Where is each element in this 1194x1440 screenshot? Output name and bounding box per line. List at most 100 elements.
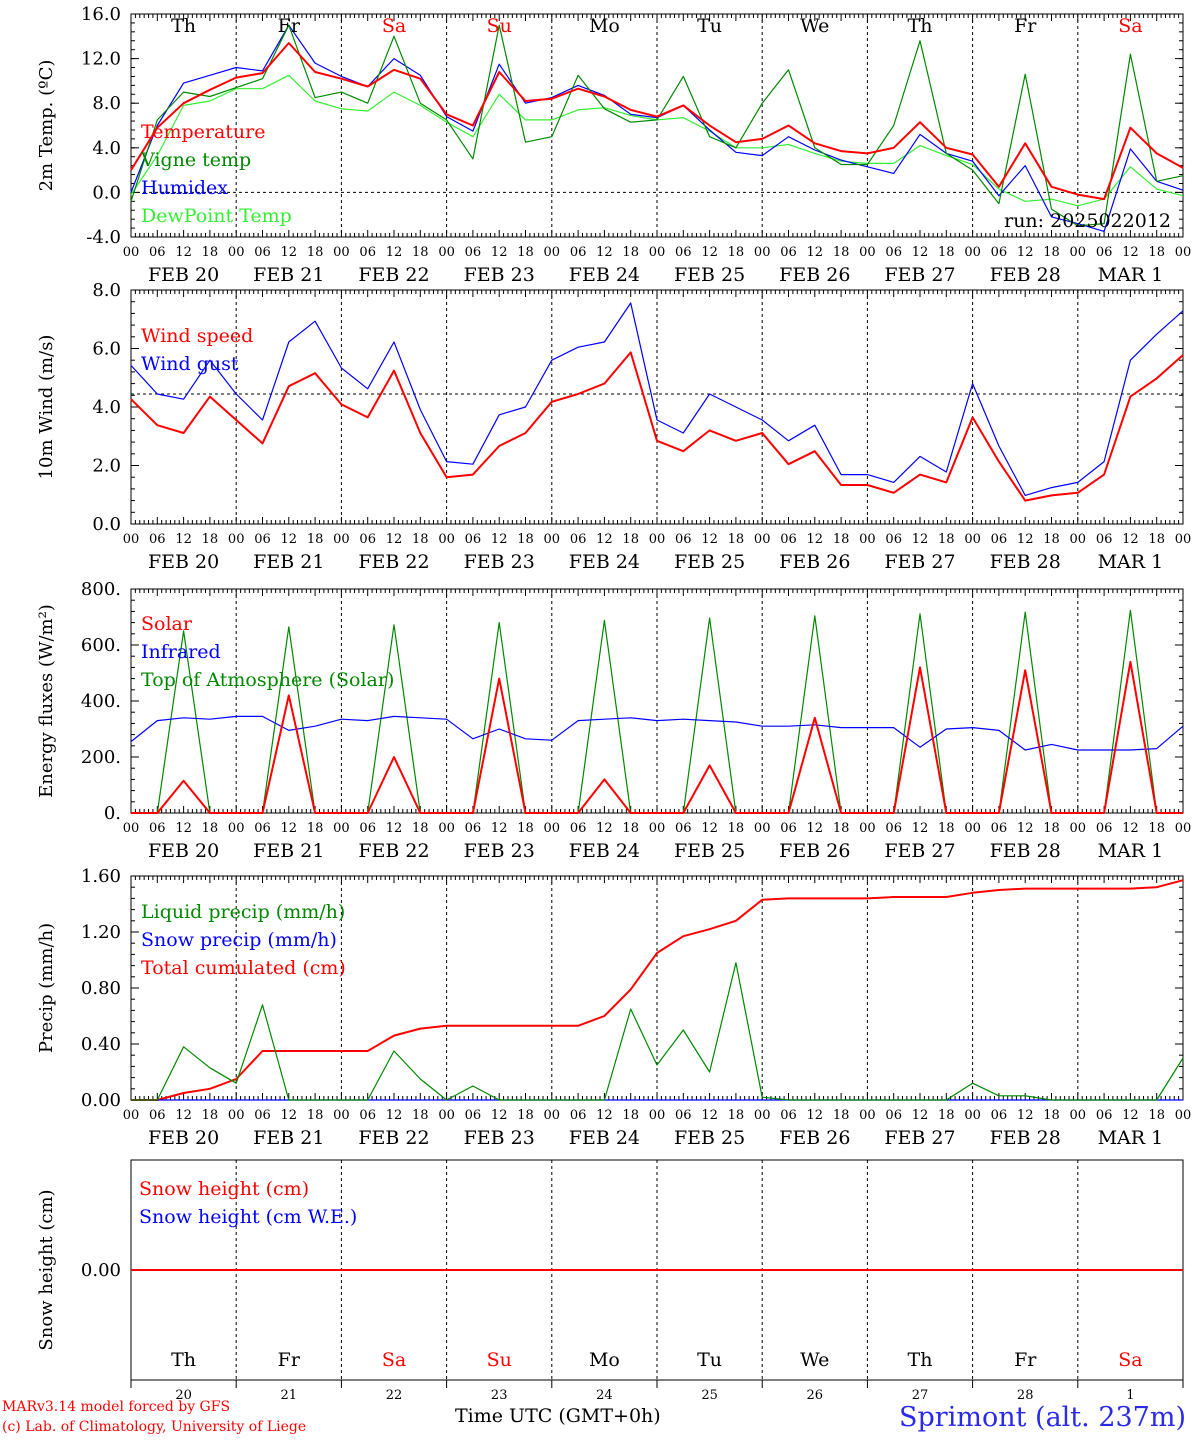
legend-entry: Solar <box>141 613 193 635</box>
x-tick-label: 18 <box>412 532 429 547</box>
x-tick-label: 06 <box>991 821 1008 836</box>
x-tick-label: 06 <box>465 1108 482 1123</box>
date-label: FEB 23 <box>464 551 535 573</box>
day-label: Sa <box>382 1349 406 1371</box>
date-label: FEB 21 <box>253 551 324 573</box>
x-tick-label: 00 <box>649 821 666 836</box>
x-tick-label: 00 <box>1175 1108 1192 1123</box>
y-tick-label: 2.0 <box>92 456 121 477</box>
date-label: FEB 26 <box>779 551 850 573</box>
x-tick-label: 00 <box>964 821 981 836</box>
date-label: FEB 25 <box>674 551 745 573</box>
x-tick-label: 06 <box>885 245 902 260</box>
legend-entry: DewPoint Temp <box>141 205 292 227</box>
x-tick-label: 18 <box>307 821 324 836</box>
x-tick-label: 12 <box>701 821 718 836</box>
x-tick-label: 00 <box>544 532 561 547</box>
x-tick-label: 18 <box>202 821 219 836</box>
y-tick-label: -4.0 <box>86 227 121 248</box>
date-label: FEB 24 <box>569 1127 640 1149</box>
date-label: FEB 27 <box>884 264 955 286</box>
y-tick-label: 4.0 <box>92 397 121 418</box>
date-label: FEB 20 <box>148 840 219 862</box>
x-tick-label: 12 <box>701 1108 718 1123</box>
x-tick-label: 06 <box>570 821 587 836</box>
date-label: FEB 28 <box>990 264 1061 286</box>
x-tick-label: 06 <box>359 245 376 260</box>
date-label: 1 <box>1126 1388 1134 1403</box>
x-tick-label: 12 <box>491 1108 508 1123</box>
date-label: FEB 20 <box>148 551 219 573</box>
y-tick-label: 16.0 <box>81 4 121 25</box>
date-label: 20 <box>175 1388 192 1403</box>
legend-entry: Infrared <box>141 641 221 663</box>
date-label: FEB 26 <box>779 1127 850 1149</box>
x-tick-label: 12 <box>386 821 403 836</box>
y-tick-label: 6.0 <box>92 339 121 360</box>
x-tick-label: 06 <box>1096 1108 1113 1123</box>
x-tick-label: 00 <box>859 821 876 836</box>
x-tick-label: 06 <box>1096 821 1113 836</box>
x-tick-label: 06 <box>1096 245 1113 260</box>
legend-entry: Total cumulated (cm) <box>141 957 346 979</box>
x-tick-label: 18 <box>833 245 850 260</box>
lab-credit-line: (c) Lab. of Climatology, University of L… <box>2 1419 307 1435</box>
date-label: FEB 25 <box>674 264 745 286</box>
y-tick-label: 800. <box>81 579 121 600</box>
date-label: MAR 1 <box>1098 551 1164 573</box>
x-tick-label: 00 <box>544 245 561 260</box>
date-label: FEB 25 <box>674 840 745 862</box>
x-tick-label: 12 <box>1017 821 1034 836</box>
y-axis-title: Energy fluxes (W/m²) <box>36 604 57 798</box>
x-tick-label: 18 <box>202 1108 219 1123</box>
series-line-liquid-precip-mm-h- <box>131 962 1184 1101</box>
x-tick-label: 00 <box>1070 532 1087 547</box>
legend-entry: Humidex <box>141 177 228 199</box>
panel-frame <box>130 588 1184 814</box>
x-tick-label: 18 <box>202 532 219 547</box>
panel-2 <box>130 289 1184 525</box>
x-tick-label: 00 <box>544 821 561 836</box>
x-tick-label: 00 <box>333 821 350 836</box>
day-label: Sa <box>382 15 406 37</box>
date-label: FEB 21 <box>253 264 324 286</box>
date-label: FEB 26 <box>779 264 850 286</box>
date-label: FEB 25 <box>674 1127 745 1149</box>
legend-entry: Liquid precip (mm/h) <box>141 901 345 923</box>
date-label: FEB 24 <box>569 264 640 286</box>
x-tick-label: 06 <box>885 1108 902 1123</box>
date-label: FEB 24 <box>569 840 640 862</box>
x-tick-label: 18 <box>517 245 534 260</box>
date-label: 26 <box>807 1388 824 1403</box>
series-line-solar <box>131 660 1183 814</box>
date-label: 22 <box>386 1388 403 1403</box>
x-tick-label: 00 <box>438 1108 455 1123</box>
x-tick-label: 00 <box>754 1108 771 1123</box>
x-tick-label: 18 <box>1148 532 1165 547</box>
date-label: FEB 21 <box>253 840 324 862</box>
date-label: FEB 22 <box>358 1127 429 1149</box>
date-label: FEB 20 <box>148 264 219 286</box>
y-tick-label: 400. <box>81 691 121 712</box>
y-tick-label: 4.0 <box>92 138 121 159</box>
day-label: We <box>800 1349 829 1371</box>
x-tick-label: 06 <box>780 245 797 260</box>
date-label: FEB 21 <box>253 1127 324 1149</box>
y-axis-title: 10m Wind (m/s) <box>36 335 57 480</box>
x-tick-label: 18 <box>1148 1108 1165 1123</box>
date-label: FEB 26 <box>779 840 850 862</box>
x-tick-label: 12 <box>281 245 298 260</box>
x-tick-label: 00 <box>754 821 771 836</box>
legend-entry: Top of Atmosphere (Solar) <box>141 669 394 691</box>
date-label: 23 <box>491 1388 508 1403</box>
x-tick-label: 12 <box>386 1108 403 1123</box>
x-tick-label: 00 <box>333 245 350 260</box>
x-tick-label: 12 <box>912 1108 929 1123</box>
x-tick-label: 18 <box>728 532 745 547</box>
x-tick-label: 06 <box>675 821 692 836</box>
x-tick-label: 00 <box>649 1108 666 1123</box>
date-label: FEB 28 <box>990 551 1061 573</box>
day-label: Th <box>171 1349 196 1371</box>
x-tick-label: 06 <box>885 532 902 547</box>
